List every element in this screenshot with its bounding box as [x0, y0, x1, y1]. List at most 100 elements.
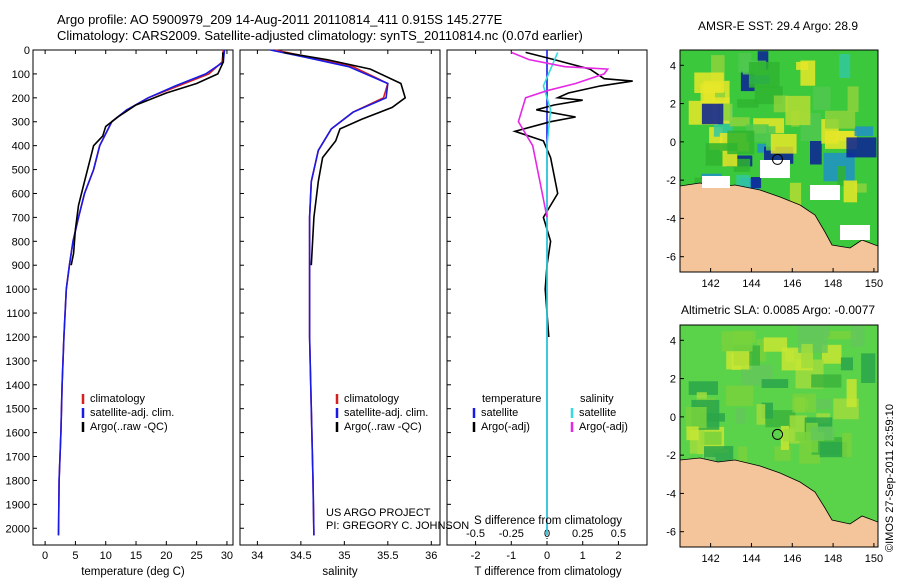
sst-map-ticks: 142 144 146 148 150 4 2 0 -2 -4 -6: [666, 60, 883, 290]
s-tick-label: -0.5: [466, 528, 485, 540]
map-cell: [825, 110, 856, 129]
series-line: [274, 49, 389, 536]
map-cell: [756, 339, 767, 362]
map-cell: [761, 402, 773, 419]
map-cell: [727, 130, 755, 155]
map-cell: [729, 117, 750, 127]
map-cell: [789, 182, 802, 207]
map-cell: [761, 379, 789, 388]
map-cell: [757, 143, 768, 153]
x-tick-label: 0: [42, 550, 48, 562]
sst-map: AMSR-E SST: 29.4 Argo: 28.9 142 144 146 148…: [666, 19, 883, 290]
s-tick-label: -0.25: [499, 528, 524, 540]
map-y-tick-label: 4: [670, 60, 676, 72]
map-x-tick-label: 150: [865, 553, 883, 565]
map-cell: [721, 331, 753, 352]
temperature-panel: 0100200300400500600700800900100011001200…: [6, 45, 234, 578]
x-tick-label: 0: [544, 550, 550, 562]
t-difference-label: T difference from climatology: [474, 566, 621, 578]
legend-label: temperature: [482, 393, 541, 405]
credit-text: ©IMOS 27-Sep-2011 23:59:10: [884, 404, 896, 552]
map-y-tick-label: 4: [670, 335, 676, 347]
map-cell: [696, 392, 707, 404]
difference-series: [511, 50, 633, 545]
map-cell: [801, 343, 813, 369]
map-cell: [748, 61, 780, 88]
x-tick-label: 36: [425, 550, 437, 562]
temperature-series: [57, 49, 226, 536]
map-cell: [751, 177, 762, 189]
map-cell: [773, 95, 788, 113]
map-cell: [757, 51, 769, 70]
map-y-tick-label: -6: [666, 252, 676, 264]
legend-label: satellite-adj. clim.: [344, 407, 428, 419]
temperature-tick-labels: 0 5 10 15 20 25 30: [42, 50, 233, 562]
map-cell: [756, 404, 766, 425]
map-cell: [810, 426, 835, 441]
map-y-tick-label: -2: [666, 175, 676, 187]
salinity-axes-frame: [239, 49, 441, 546]
map-cell: [819, 442, 847, 458]
sst-map-nodata: [840, 225, 870, 240]
map-y-tick-label: 2: [670, 374, 676, 386]
y-tick-label: 100: [12, 69, 30, 81]
map-cell: [722, 150, 738, 167]
map-cell: [847, 86, 859, 112]
map-x-tick-label: 142: [701, 278, 719, 290]
map-cell: [846, 379, 857, 408]
y-tick-label: 1700: [6, 452, 30, 464]
map-cell: [686, 426, 699, 441]
map-x-tick-label: 146: [783, 278, 801, 290]
y-tick-label: 1800: [6, 475, 30, 487]
x-tick-label: 2: [615, 550, 621, 562]
map-cell: [824, 331, 856, 340]
y-tick-label: 300: [12, 117, 30, 129]
sla-map-land: [680, 457, 878, 547]
map-cell: [685, 407, 707, 429]
legend-label: salinity: [580, 393, 614, 405]
x-tick-label: 15: [130, 550, 142, 562]
map-cell: [726, 351, 750, 370]
sst-map-cells: [688, 51, 877, 207]
y-tick-label: 700: [12, 212, 30, 224]
sst-map-nodata: [760, 160, 790, 178]
s-tick-label: 0.25: [572, 528, 593, 540]
map-cell: [846, 137, 877, 158]
map-x-tick-label: 148: [824, 278, 842, 290]
salinity-xlabel: salinity: [322, 566, 357, 578]
y-tick-label: 900: [12, 260, 30, 272]
y-tick-label: 1900: [6, 499, 30, 511]
y-tick-label: 1100: [6, 308, 30, 320]
y-tick-label: 0: [24, 45, 30, 57]
map-cell: [854, 126, 874, 137]
map-cell: [763, 337, 788, 352]
legend-label: satellite: [481, 407, 518, 419]
map-y-tick-label: -6: [666, 527, 676, 539]
project-line-2: PI: GREGORY C. JOHNSON: [326, 520, 469, 532]
x-tick-label: 10: [100, 550, 112, 562]
series-line: [70, 52, 225, 266]
y-tick-label: 800: [12, 236, 30, 248]
map-cell: [810, 140, 822, 165]
map-x-tick-label: 148: [824, 553, 842, 565]
legend-label: Argo(..raw -QC): [344, 421, 422, 433]
map-y-tick-label: 0: [670, 412, 676, 424]
map-cell: [840, 357, 853, 371]
map-cell: [766, 126, 776, 151]
map-cell: [736, 408, 746, 424]
map-cell: [854, 183, 867, 193]
map-y-tick-label: -4: [666, 213, 676, 225]
x-tick-label: 34: [251, 550, 263, 562]
legend-label: Argo(..raw -QC): [90, 421, 168, 433]
map-y-tick-label: 2: [670, 99, 676, 111]
x-tick-label: -1: [506, 550, 516, 562]
y-tick-label: 500: [12, 165, 30, 177]
s-difference-label: S difference from climatology: [474, 515, 622, 527]
map-cell: [796, 61, 808, 70]
x-tick-label: 35: [338, 550, 350, 562]
series-line: [511, 51, 610, 218]
s-tick-label: 0.5: [611, 528, 626, 540]
legend-label: satellite: [579, 407, 616, 419]
